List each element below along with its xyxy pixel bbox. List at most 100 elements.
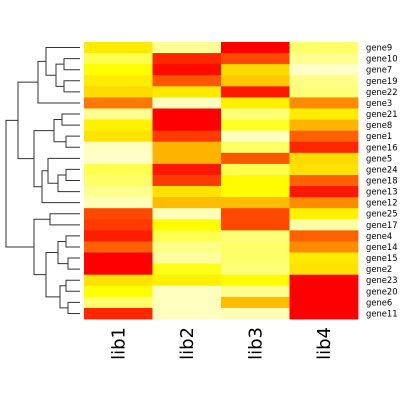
heatmap-cell-gene24-lib2 bbox=[152, 163, 222, 176]
heatmap-cell-gene7-lib4 bbox=[289, 64, 359, 76]
heatmap-cell-gene22-lib2 bbox=[152, 86, 222, 98]
heatmap-cell-gene17-lib1 bbox=[84, 219, 153, 231]
heatmap-cell-gene2-lib4 bbox=[289, 263, 359, 276]
heatmap-cell-gene15-lib2 bbox=[152, 252, 222, 264]
heatmap-cell-gene23-lib3 bbox=[221, 274, 290, 287]
heatmap-cell-gene12-lib3 bbox=[221, 197, 290, 209]
row-label-gene7: gene7 bbox=[366, 65, 392, 75]
row-label-gene11: gene11 bbox=[366, 308, 398, 318]
column-label-lib1: lib1 bbox=[108, 327, 129, 360]
heatmap-cell-gene3-lib3 bbox=[221, 97, 290, 109]
heatmap-cell-gene21-lib2 bbox=[152, 108, 222, 120]
dendro-branch bbox=[63, 58, 80, 71]
heatmap-cell-gene14-lib2 bbox=[152, 241, 222, 253]
heatmap-cell-gene1-lib4 bbox=[289, 130, 359, 143]
dendro-branch bbox=[63, 80, 80, 93]
heatmap-cell-gene16-lib1 bbox=[84, 141, 153, 154]
heatmap-cell-gene10-lib4 bbox=[289, 53, 359, 65]
heatmap-cell-gene19-lib1 bbox=[84, 75, 153, 87]
heatmap-cell-gene2-lib3 bbox=[221, 263, 290, 276]
heatmap-cell-gene15-lib3 bbox=[221, 252, 290, 264]
heatmap-cell-gene12-lib1 bbox=[84, 197, 153, 209]
heatmap-cell-gene14-lib1 bbox=[84, 241, 153, 253]
heatmap-cell-gene8-lib2 bbox=[152, 119, 222, 132]
heatmap-cell-gene20-lib3 bbox=[221, 285, 290, 298]
heatmap-cell-gene25-lib1 bbox=[84, 208, 153, 220]
heatmap-cell-gene25-lib2 bbox=[152, 208, 222, 220]
dendro-branch bbox=[57, 174, 80, 193]
dendro-branch bbox=[53, 119, 66, 143]
heatmap-cell-gene1-lib2 bbox=[152, 130, 222, 143]
row-label-gene3: gene3 bbox=[366, 98, 392, 108]
row-label-gene12: gene12 bbox=[366, 198, 398, 208]
heatmap-cell-gene17-lib3 bbox=[221, 219, 290, 231]
heatmap-cell-gene13-lib1 bbox=[84, 186, 153, 198]
heatmap-cell-gene8-lib1 bbox=[84, 119, 153, 132]
heatmap-cell-gene20-lib1 bbox=[84, 285, 153, 298]
row-label-gene9: gene9 bbox=[366, 43, 392, 53]
row-label-gene6: gene6 bbox=[366, 297, 392, 307]
heatmap-cell-gene19-lib3 bbox=[221, 75, 290, 87]
heatmap-cell-gene6-lib1 bbox=[84, 296, 153, 309]
dendro-branch bbox=[65, 135, 80, 148]
heatmap-cell-gene21-lib4 bbox=[289, 108, 359, 120]
heatmap-cell-gene16-lib4 bbox=[289, 141, 359, 154]
column-label-lib3: lib3 bbox=[245, 327, 266, 360]
heatmap-cell-gene5-lib2 bbox=[152, 152, 222, 165]
row-label-gene24: gene24 bbox=[366, 164, 398, 174]
heatmap-cell-gene3-lib4 bbox=[289, 97, 359, 109]
heatmap-cell-gene19-lib2 bbox=[152, 75, 222, 87]
heatmap-cell-gene12-lib2 bbox=[152, 197, 222, 209]
dendro-branch bbox=[55, 63, 64, 87]
heatmap-cell-gene3-lib1 bbox=[84, 97, 153, 109]
heatmap-cell-gene2-lib1 bbox=[84, 263, 153, 276]
dendro-branch bbox=[45, 47, 80, 76]
heatmap-cell-gene6-lib4 bbox=[289, 296, 359, 309]
column-label-lib2: lib2 bbox=[177, 327, 198, 360]
heatmap-cell-gene22-lib3 bbox=[221, 86, 290, 98]
dendro-branch bbox=[49, 213, 80, 226]
heatmap-cell-gene24-lib3 bbox=[221, 163, 290, 176]
row-label-gene18: gene18 bbox=[366, 176, 398, 186]
row-label-gene20: gene20 bbox=[366, 286, 398, 296]
heatmap-cell-gene11-lib2 bbox=[152, 307, 222, 320]
heatmap-cell-gene16-lib2 bbox=[152, 141, 222, 154]
heatmap-cell-gene5-lib1 bbox=[84, 152, 153, 165]
heatmap-cell-gene7-lib3 bbox=[221, 64, 290, 76]
heatmap-cell-gene22-lib4 bbox=[289, 86, 359, 98]
heatmap-cell-gene25-lib3 bbox=[221, 208, 290, 220]
heatmap-cell-gene7-lib1 bbox=[84, 64, 153, 76]
heatmap-cell-gene20-lib4 bbox=[289, 285, 359, 298]
row-label-gene14: gene14 bbox=[366, 242, 398, 252]
dendro-root bbox=[5, 119, 34, 248]
heatmap-cell-gene17-lib2 bbox=[152, 219, 222, 231]
heatmap-cell-gene1-lib3 bbox=[221, 130, 290, 143]
heatmap-cell-gene21-lib1 bbox=[84, 108, 153, 120]
heatmap-cell-gene10-lib3 bbox=[221, 53, 290, 65]
heatmap-cell-gene18-lib2 bbox=[152, 174, 222, 187]
dendro-branch bbox=[67, 257, 80, 270]
dendro-branch bbox=[17, 81, 38, 160]
heatmap-cell-gene18-lib4 bbox=[289, 174, 359, 187]
heatmap-cell-gene13-lib2 bbox=[152, 186, 222, 198]
dendro-branch bbox=[33, 218, 50, 276]
heatmap-cell-gene3-lib2 bbox=[152, 97, 222, 109]
dendro-branch bbox=[47, 157, 80, 184]
dendro-branch bbox=[59, 285, 68, 309]
heatmap-cell-gene8-lib4 bbox=[289, 119, 359, 132]
row-label-gene23: gene23 bbox=[366, 275, 398, 285]
heatmap-cell-gene19-lib4 bbox=[289, 75, 359, 87]
heatmap-cell-gene4-lib1 bbox=[84, 230, 153, 242]
heatmap-cell-gene4-lib2 bbox=[152, 230, 222, 242]
heatmap-cell-gene10-lib1 bbox=[84, 53, 153, 65]
heatmap-cell-gene7-lib2 bbox=[152, 64, 222, 76]
dendro-branch bbox=[65, 235, 80, 248]
heatmap-cell-gene22-lib1 bbox=[84, 86, 153, 98]
row-label-gene4: gene4 bbox=[366, 231, 392, 241]
row-label-gene21: gene21 bbox=[366, 109, 398, 119]
column-labels: lib1 lib2 lib3 lib4 bbox=[108, 327, 335, 360]
row-label-gene10: gene10 bbox=[366, 54, 398, 64]
heatmap-cell-gene4-lib4 bbox=[289, 230, 359, 242]
column-label-lib4: lib4 bbox=[314, 327, 335, 360]
heatmap-cell-gene18-lib3 bbox=[221, 174, 290, 187]
